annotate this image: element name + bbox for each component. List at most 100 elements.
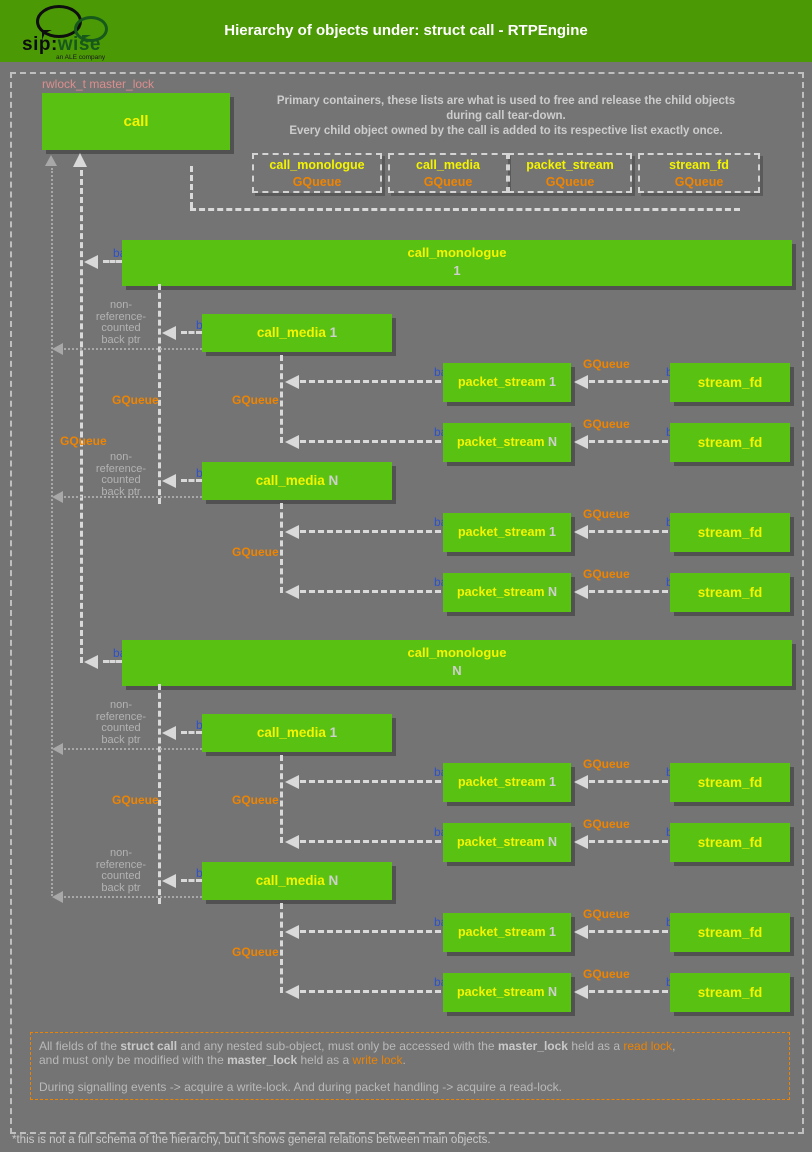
call-media-box: call_media N [202, 462, 392, 500]
header-bar: sip:wise an ALE company Hierarchy of obj… [0, 0, 812, 62]
logo-tagline: an ALE company [56, 54, 106, 61]
gqueue-label: GQueue [583, 817, 630, 831]
page-title: Hierarchy of objects under: struct call … [224, 22, 588, 39]
connector-line [300, 590, 441, 593]
intro-line-2: during call tear-down. [446, 110, 566, 122]
box-label: packet_stream [456, 835, 545, 849]
gqueue-label: GQueue [583, 967, 630, 981]
queue-box-stream-fd: stream_fd GQueue [638, 153, 760, 193]
packet-stream-box: packet_stream 1 [443, 913, 571, 952]
arrow-left-icon [285, 435, 299, 449]
non-ref-label: non- reference- counted back ptr [95, 847, 147, 894]
stream-fd-box: stream_fd [670, 573, 790, 612]
arrow-up-icon [73, 153, 87, 167]
queue-box-name: call_media [416, 158, 480, 172]
box-number: 1 [329, 725, 338, 740]
connector-line [589, 780, 668, 783]
box-number: N [548, 435, 558, 449]
connector-line [280, 755, 283, 843]
box-number: 1 [549, 375, 556, 389]
logo-text: sip:wise [22, 34, 101, 56]
box-number: 1 [549, 525, 556, 539]
arrow-left-icon [52, 343, 63, 355]
connector-line [300, 840, 441, 843]
connector-line [103, 260, 122, 263]
box-number: 1 [329, 325, 338, 340]
arrow-left-icon [285, 925, 299, 939]
box-label: call_monologue [407, 245, 507, 260]
connector-line [181, 331, 202, 334]
call-box-label: call [123, 113, 149, 130]
gqueue-label: GQueue [583, 357, 630, 371]
box-label: call_media [256, 725, 326, 740]
box-number: N [548, 985, 558, 999]
arrow-up-icon [45, 155, 57, 166]
connector-line [589, 930, 668, 933]
box-label: stream_fd [697, 375, 763, 390]
queue-box-name: stream_fd [669, 158, 729, 172]
rwlock-label: rwlock_t master_lock [42, 77, 155, 91]
connector-line [190, 208, 740, 211]
footer-note: *this is not a full schema of the hierar… [12, 1134, 491, 1146]
box-number: N [548, 585, 558, 599]
arrow-left-icon [574, 775, 588, 789]
connector-line [589, 990, 668, 993]
speech-bubble-tail-icon [42, 30, 52, 40]
note-line-1: All fields of the struct call and any ne… [39, 1039, 676, 1053]
arrow-left-icon [285, 585, 299, 599]
connector-line [190, 166, 193, 208]
arrow-left-icon [84, 255, 98, 269]
gqueue-label: GQueue [60, 434, 107, 448]
box-number: 1 [549, 775, 556, 789]
connector-line [181, 479, 202, 482]
connector-line [300, 440, 441, 443]
gqueue-label: GQueue [232, 945, 279, 959]
speech-bubble-tail-icon [82, 35, 91, 44]
arrow-left-icon [285, 985, 299, 999]
connector-line [158, 284, 161, 504]
connector-line [280, 355, 283, 443]
stream-fd-box: stream_fd [670, 363, 790, 402]
box-label: call_media [255, 473, 325, 488]
box-label: stream_fd [697, 525, 763, 540]
box-number: N [452, 663, 462, 678]
sipwise-logo: sip:wise an ALE company [14, 4, 132, 61]
box-label: packet_stream [458, 775, 546, 789]
box-label: packet_stream [458, 375, 546, 389]
call-monologue-box: call_monologue N [122, 640, 792, 686]
connector-line [181, 731, 202, 734]
non-ref-label: non- reference- counted back ptr [95, 299, 147, 346]
stream-fd-box: stream_fd [670, 823, 790, 862]
arrow-left-icon [285, 375, 299, 389]
diagram-frame [10, 72, 804, 1134]
stream-fd-box: stream_fd [670, 973, 790, 1012]
connector-line [589, 590, 668, 593]
arrow-left-icon [285, 775, 299, 789]
gqueue-label: GQueue [583, 907, 630, 921]
packet-stream-box: packet_stream 1 [443, 513, 571, 552]
gqueue-label: GQueue [583, 567, 630, 581]
logo-wise: wise [57, 34, 101, 55]
box-number: N [328, 473, 339, 488]
arrow-left-icon [574, 435, 588, 449]
box-label: packet_stream [458, 525, 546, 539]
connector-line [280, 503, 283, 593]
arrow-left-icon [285, 835, 299, 849]
box-label: stream_fd [697, 585, 763, 600]
stream-fd-box: stream_fd [670, 913, 790, 952]
call-media-box: call_media N [202, 862, 392, 900]
call-media-box: call_media 1 [202, 714, 392, 752]
arrow-left-icon [52, 743, 63, 755]
connector-line [300, 380, 441, 383]
queue-box-call-monologue: call_monologue GQueue [252, 153, 382, 193]
packet-stream-box: packet_stream 1 [443, 763, 571, 802]
packet-stream-box: packet_stream N [443, 423, 571, 462]
connector-line [589, 380, 668, 383]
queue-box-type: GQueue [545, 175, 595, 189]
connector-line [64, 348, 202, 350]
box-number: 1 [549, 925, 556, 939]
arrow-left-icon [162, 874, 176, 888]
box-label: call_monologue [407, 645, 507, 660]
gqueue-label: GQueue [583, 507, 630, 521]
arrow-left-icon [574, 375, 588, 389]
